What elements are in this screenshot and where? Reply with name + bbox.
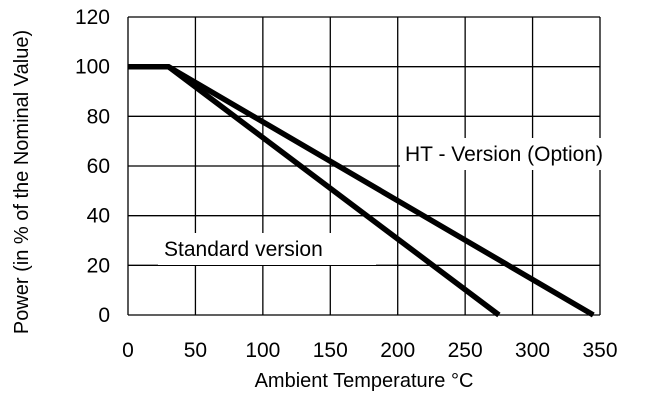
x-tick-label: 250	[448, 339, 483, 362]
standard-version-label: Standard version	[164, 238, 323, 261]
y-tick-label: 80	[87, 105, 110, 128]
x-tick-label: 300	[515, 339, 550, 362]
x-tick-labels: 0 50 100 150 200 250 300 350	[122, 339, 617, 362]
standard-label-background	[158, 233, 376, 265]
ht-label-background	[400, 138, 662, 170]
x-tick-label: 150	[313, 339, 348, 362]
y-tick-labels: 0 20 40 60 80 100 120	[75, 6, 110, 327]
ht-version-label: HT - Version (Option)	[405, 143, 603, 166]
standard-version-line	[128, 63, 501, 318]
y-tick-label: 40	[87, 205, 110, 228]
ht-version-line	[128, 63, 595, 318]
y-tick-label: 20	[87, 254, 110, 277]
x-tick-label: 50	[184, 339, 207, 362]
x-tick-label: 100	[245, 339, 280, 362]
y-tick-label: 100	[75, 56, 110, 79]
x-axis-label: Ambient Temperature °C	[255, 370, 474, 392]
series-lines	[128, 63, 595, 318]
x-tick-label: 350	[582, 339, 617, 362]
y-tick-label: 120	[75, 6, 110, 29]
x-tick-label: 200	[380, 339, 415, 362]
x-tick-label: 0	[122, 339, 134, 362]
y-axis-label: Power (in % of the Nominal Value)	[11, 30, 33, 334]
y-tick-label: 60	[87, 155, 110, 178]
y-tick-label: 0	[98, 304, 110, 327]
